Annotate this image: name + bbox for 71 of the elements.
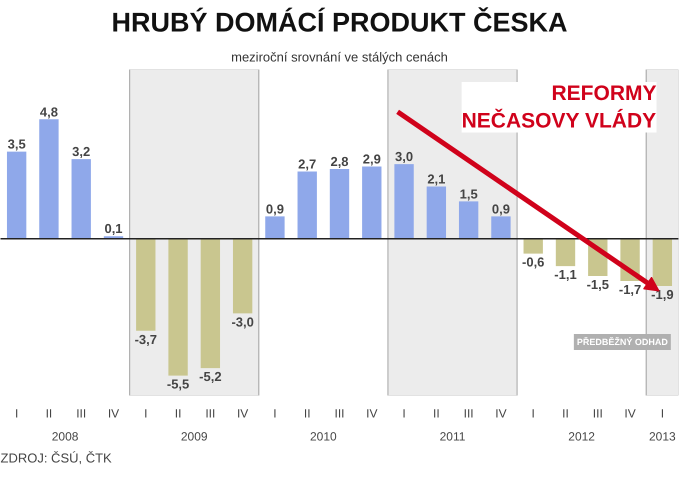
data-label: -1,5 [586, 277, 609, 292]
x-tick-label: II [562, 406, 569, 420]
bar [426, 186, 446, 239]
x-tick-label: II [304, 406, 311, 420]
bar [72, 159, 91, 239]
bar [6, 152, 26, 239]
text: 2011 [440, 430, 466, 444]
data-label: 1,5 [460, 186, 478, 202]
text: ZDROJ: ČSÚ, ČTK [0, 450, 112, 466]
data-label: 0,9 [492, 201, 510, 216]
text: 2013 [649, 430, 676, 444]
x-tick-label: III [76, 406, 86, 420]
bar [168, 238, 188, 376]
bar [652, 238, 672, 286]
data-label: 3,0 [395, 149, 414, 164]
x-tick-label: III [592, 406, 603, 420]
data-label: -1,9 [651, 287, 674, 302]
data-label: 2,8 [330, 154, 349, 170]
x-tick-label: IV [495, 406, 507, 420]
x-tick-label: I [14, 406, 18, 420]
bar [232, 238, 252, 314]
data-label: -3,7 [134, 332, 157, 347]
bar [265, 216, 285, 239]
bar [458, 201, 478, 239]
data-label: -1,7 [618, 282, 642, 298]
x-tick-label: IV [366, 406, 378, 420]
chart-subtitle: meziroční srovnání ve stálých cenách [231, 50, 448, 64]
bar [394, 164, 414, 239]
data-label: -5,5 [166, 376, 190, 392]
data-label: 3,2 [72, 144, 90, 160]
bar [298, 172, 317, 239]
x-tick-label: I [273, 406, 277, 420]
text: 2008 [52, 430, 79, 444]
data-label: 0,9 [266, 201, 284, 216]
bar [524, 238, 543, 254]
data-label: 4,8 [40, 104, 58, 120]
x-tick-label: II [433, 406, 440, 420]
annotation: REFORMY NEČASOVY VLÁDY [462, 82, 656, 133]
bar [330, 169, 350, 239]
data-label: -1,1 [554, 267, 577, 282]
data-label: 0,1 [104, 221, 123, 236]
data-label: -3,0 [231, 314, 254, 330]
data-label: -0,6 [522, 254, 544, 270]
annotation: PŘEDBĚŽNÝ ODHAD [576, 336, 668, 348]
x-tick-label: IV [108, 406, 120, 420]
x-tick-label: I [144, 406, 148, 420]
data-label: 2,9 [362, 152, 381, 167]
data-label: 2,1 [427, 171, 446, 186]
bar [362, 166, 382, 239]
x-tick-label: IV [236, 406, 248, 420]
chart-title: HRUBÝ DOMÁCÍ PRODUKT ČESKA [111, 6, 568, 38]
x-tick-label: III [334, 406, 345, 420]
data-label: 3,5 [8, 136, 26, 152]
text: 2012 [568, 430, 596, 444]
x-tick-label: III [205, 406, 216, 420]
x-tick-label: I [660, 406, 664, 420]
bar [491, 216, 511, 239]
x-tick-label: III [464, 406, 474, 420]
data-label: -5,2 [199, 369, 222, 384]
bar [136, 238, 156, 331]
x-tick-label: I [402, 406, 406, 420]
x-tick-label: I [532, 406, 535, 420]
x-tick-label: II [174, 406, 182, 420]
bar [200, 238, 220, 368]
data-label: 2,7 [298, 156, 316, 172]
bar [556, 238, 576, 266]
text: 2010 [310, 430, 338, 444]
x-tick-label: IV [624, 406, 636, 420]
x-tick-label: II [46, 406, 52, 420]
bar [39, 119, 59, 239]
text: 2009 [180, 430, 208, 444]
